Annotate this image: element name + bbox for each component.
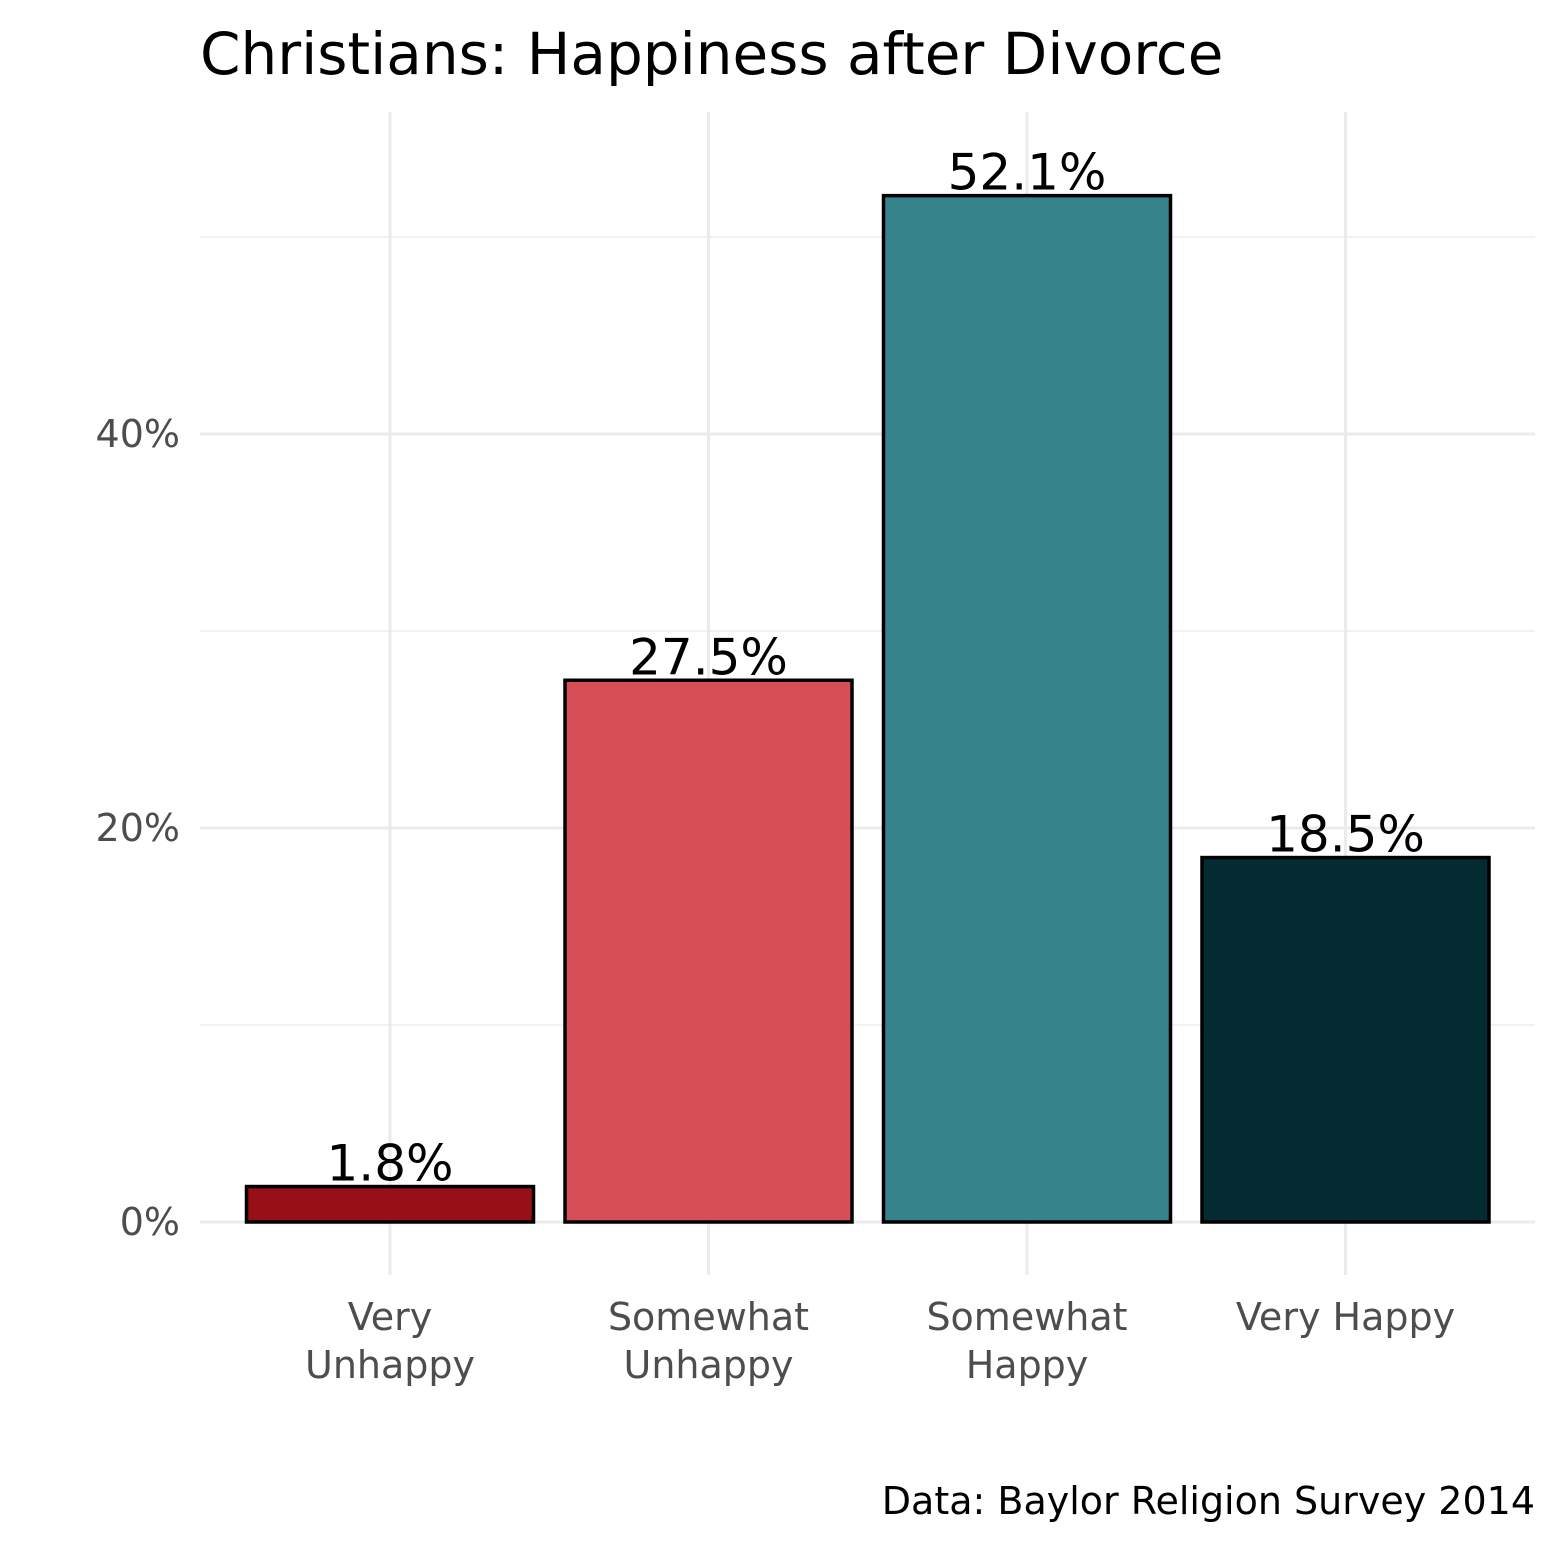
x-tick-label: Very Unhappy: [305, 1295, 475, 1387]
data-label: 27.5%: [629, 628, 788, 686]
bar: [244, 1184, 536, 1224]
y-tick-label: 20%: [96, 806, 180, 850]
data-labels: 1.8% 27.5% 52.1% 18.5%: [326, 144, 1424, 1193]
data-label: 18.5%: [1266, 806, 1425, 864]
y-tick-label: 0%: [120, 1200, 180, 1244]
x-tick-label: Somewhat Unhappy: [608, 1295, 809, 1387]
bars: [244, 193, 1491, 1224]
x-axis-ticks: Very Unhappy Somewhat Unhappy Somewhat Happy V…: [305, 1295, 1455, 1387]
x-tick-label: Very Happy: [1236, 1295, 1455, 1339]
bar: [1200, 855, 1491, 1224]
chart-caption: Data: Baylor Religion Survey 2014: [882, 1479, 1535, 1523]
bar: [881, 193, 1173, 1224]
bar: [563, 678, 854, 1224]
chart-title: Christians: Happiness after Divorce: [200, 20, 1223, 88]
data-label: 52.1%: [948, 144, 1107, 202]
y-tick-label: 40%: [96, 412, 180, 456]
y-axis-ticks: 0% 20% 40%: [96, 412, 180, 1244]
data-label: 1.8%: [326, 1135, 453, 1193]
x-tick-label: Somewhat Happy: [926, 1295, 1127, 1387]
